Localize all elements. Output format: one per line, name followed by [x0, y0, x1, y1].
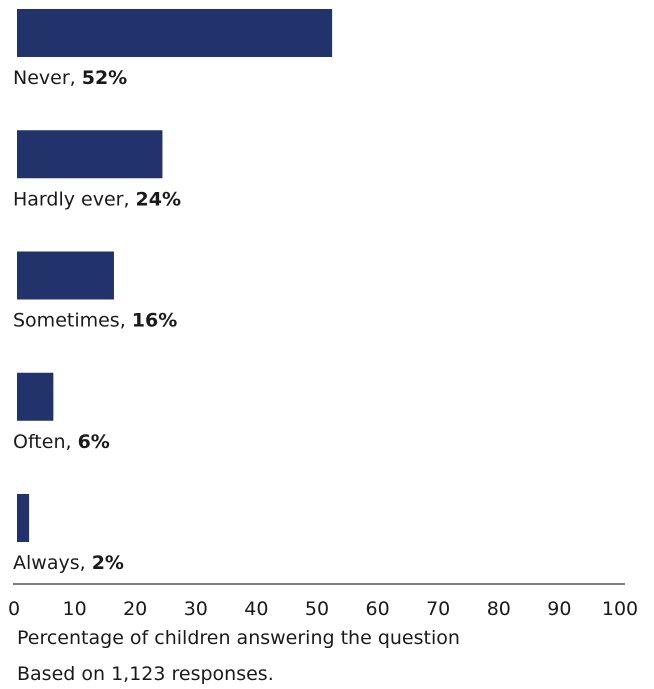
category-label: Always, 2% — [13, 552, 124, 574]
x-tick-label: 30 — [184, 598, 208, 620]
responses-note: Based on 1,123 responses. — [17, 663, 274, 685]
x-axis-title: Percentage of children answering the que… — [17, 627, 460, 649]
x-tick-label: 0 — [8, 598, 20, 620]
x-tick-label: 10 — [63, 598, 87, 620]
bar-often — [17, 373, 53, 421]
category-label: Often, 6% — [13, 431, 110, 453]
x-tick-label: 60 — [366, 598, 390, 620]
value-label: 6% — [78, 431, 110, 453]
value-label: 52% — [82, 67, 127, 89]
x-tick-label: 70 — [426, 598, 450, 620]
x-tick-label: 100 — [602, 598, 638, 620]
category-label: Hardly ever, 24% — [13, 188, 181, 210]
category-name: Always, — [13, 552, 92, 574]
x-tick-labels-group: 0 10 20 30 40 50 60 70 80 90 100 — [8, 598, 638, 620]
value-label: 2% — [92, 552, 124, 574]
x-tick-label: 50 — [305, 598, 329, 620]
value-label: 24% — [136, 188, 181, 210]
category-name: Hardly ever, — [13, 188, 136, 210]
category-label: Never, 52% — [13, 67, 127, 89]
category-label: Sometimes, 16% — [13, 310, 177, 332]
bar-hardly-ever — [17, 130, 162, 178]
x-tick-label: 80 — [487, 598, 511, 620]
value-label: 16% — [132, 310, 177, 332]
bar-never — [17, 9, 332, 57]
category-name: Sometimes, — [13, 310, 132, 332]
bar-always — [17, 494, 29, 542]
x-tick-label: 20 — [123, 598, 147, 620]
x-tick-label: 40 — [244, 598, 268, 620]
category-name: Never, — [13, 67, 82, 89]
bar-sometimes — [17, 252, 114, 300]
x-tick-label: 90 — [547, 598, 571, 620]
category-name: Often, — [13, 431, 78, 453]
